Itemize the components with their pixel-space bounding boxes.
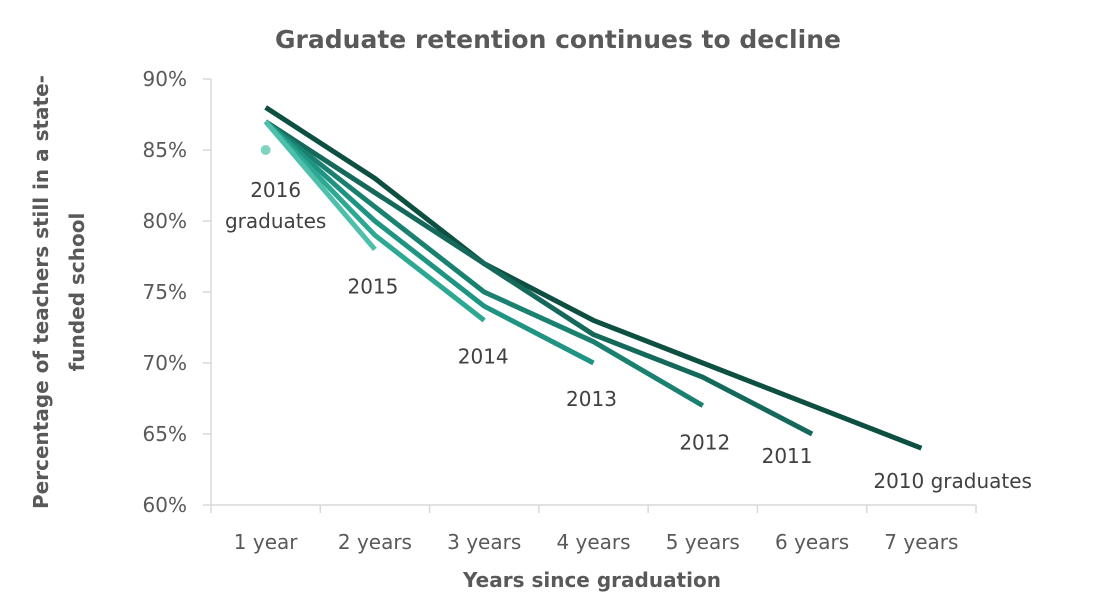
- series-label: 2010 graduates: [873, 469, 1032, 493]
- y-axis-title-line-2: funded school: [65, 213, 89, 372]
- series-label: 2016 graduates: [225, 178, 326, 233]
- x-tick-label: 2 years: [338, 530, 412, 554]
- x-axis-title: Years since graduation: [462, 568, 721, 592]
- series-line: [264, 119, 814, 437]
- series-line: [264, 119, 705, 408]
- y-tick-label: 60%: [143, 493, 187, 517]
- y-tick-label: 75%: [143, 280, 187, 304]
- y-tick-label: 85%: [143, 138, 187, 162]
- series-label: 2013: [566, 387, 617, 411]
- y-tick-label: 90%: [143, 67, 187, 91]
- series-lines: [260, 105, 923, 451]
- axes: 60% 65% 70% 75% 80% 85% 90% 1 year 2 years 3 year…: [143, 67, 977, 554]
- chart-title: Graduate retention continues to decline: [275, 25, 841, 54]
- series-label-line: graduates: [225, 209, 326, 233]
- series-line: [263, 119, 486, 323]
- series-label-line: 2010 graduates: [873, 469, 1032, 493]
- y-axis-title-line-1: Percentage of teachers still in a state-: [29, 75, 53, 509]
- series-labels: 2010 graduates 2011 2012 2013 2014 2015 2016 gr…: [225, 178, 1032, 493]
- series-label-line: 2012: [679, 431, 730, 455]
- series-label-line: 2016: [250, 178, 301, 202]
- y-axis-title: Percentage of teachers still in a state-…: [29, 75, 89, 509]
- x-tick-label: 5 years: [666, 530, 740, 554]
- y-tick-label: 70%: [143, 351, 187, 375]
- x-tick-label: 7 years: [884, 530, 958, 554]
- series-label: 2014: [458, 344, 509, 368]
- series-label: 2015: [347, 274, 398, 298]
- x-tick-label: 3 years: [447, 530, 521, 554]
- series-point: [260, 145, 271, 155]
- series-label-line: 2013: [566, 387, 617, 411]
- series-line: [263, 119, 377, 252]
- y-tick-label: 80%: [143, 209, 187, 233]
- series-line: [264, 105, 923, 451]
- series-label: 2012: [679, 431, 730, 455]
- series-label-line: 2014: [458, 344, 509, 368]
- series-label-line: 2015: [347, 274, 398, 298]
- x-tick-label: 4 years: [556, 530, 630, 554]
- series-label: 2011: [762, 444, 813, 468]
- y-tick-label: 65%: [143, 422, 187, 446]
- series-label-line: 2011: [762, 444, 813, 468]
- x-tick-label: 6 years: [775, 530, 849, 554]
- x-tick-label: 1 year: [234, 530, 298, 554]
- series-line: [263, 119, 595, 366]
